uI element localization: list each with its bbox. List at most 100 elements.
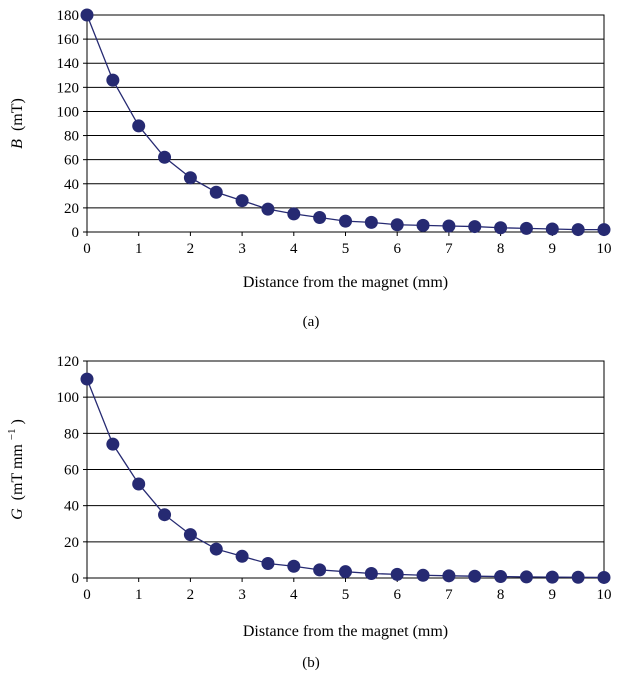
chart-a-data-point	[571, 223, 585, 237]
chart-b-data-point	[287, 559, 301, 573]
chart-a-data-point	[106, 73, 120, 87]
chart-b-y-tick-label: 80	[64, 426, 79, 442]
chart-a: 0 20 40 60 80 100 120 140 160 180 0 1 2 3 4 5 6 7 8 9 10 Di…	[9, 8, 612, 330]
chart-b-y-tick-label: 120	[57, 354, 80, 370]
chart-a-data-point	[390, 218, 404, 232]
chart-a-x-tick-label: 4	[290, 241, 298, 257]
chart-b-x-tick-label: 9	[549, 587, 557, 603]
chart-b-data-point	[597, 570, 611, 584]
chart-a-data-point	[597, 223, 611, 237]
chart-b-series-line	[86, 378, 605, 579]
chart-b-x-tick-label: 10	[597, 587, 612, 603]
chart-b-x-tick-label: 4	[290, 587, 298, 603]
chart-a-data-point	[442, 219, 456, 233]
chart-b-y-axis-units: (mT mm	[9, 444, 26, 501]
chart-a-y-tick-label: 60	[64, 153, 79, 169]
chart-b-x-axis-title: Distance from the magnet (mm)	[243, 623, 448, 640]
chart-a-y-tick-label: 100	[57, 104, 80, 120]
chart-a-data-point	[313, 211, 327, 225]
chart-a-y-tick-label: 20	[64, 201, 79, 217]
chart-b-y-tick-labels: 0 20 40 60 80 100 120	[57, 354, 87, 587]
chart-a-series-line	[86, 14, 604, 231]
chart-a-grid	[87, 14, 604, 233]
chart-a-x-tick-label: 10	[597, 241, 612, 257]
chart-b-y-axis-units-close: )	[9, 419, 26, 424]
chart-b: 0 20 40 60 80 100 120 0 1 2 3 4 5 6 7 8 9 10 Distance fr…	[2, 354, 612, 671]
chart-a-data-point	[287, 207, 301, 221]
chart-a-data-point	[80, 8, 94, 22]
chart-b-x-tick-label: 8	[497, 587, 505, 603]
chart-a-x-tick-label: 7	[445, 241, 453, 257]
chart-b-x-tick-label: 0	[83, 587, 91, 603]
chart-b-data-point	[132, 477, 146, 491]
chart-a-y-axis-units: (mT)	[9, 98, 26, 131]
chart-b-data-point	[571, 570, 585, 584]
chart-b-data-point	[261, 557, 275, 571]
chart-a-y-tick-label: 140	[57, 56, 80, 72]
chart-b-data-point	[158, 508, 172, 522]
chart-a-y-tick-label: 180	[57, 8, 80, 24]
chart-a-x-tick-label: 8	[497, 241, 505, 257]
chart-a-caption: (a)	[303, 314, 320, 330]
chart-b-y-tick-label: 100	[57, 390, 80, 406]
chart-b-x-tick-labels: 0 1 2 3 4 5 6 7 8 9 10	[83, 578, 612, 603]
chart-b-x-tick-label: 2	[187, 587, 195, 603]
chart-b-y-tick-label: 0	[72, 571, 80, 587]
chart-b-y-tick-label: 40	[64, 499, 79, 515]
chart-b-data-point	[339, 565, 352, 579]
chart-b-data-point	[313, 563, 327, 577]
chart-a-data-point	[261, 202, 275, 216]
chart-a-y-tick-label: 0	[72, 225, 80, 241]
chart-a-data-point	[545, 222, 559, 236]
chart-a-y-tick-label: 120	[57, 80, 80, 96]
chart-b-data-point	[106, 437, 120, 451]
chart-b-y-tick-label: 20	[64, 535, 79, 551]
chart-a-x-tick-label: 3	[238, 241, 246, 257]
chart-b-y-tick-label: 60	[64, 463, 79, 479]
chart-b-x-tick-label: 7	[445, 587, 453, 603]
chart-a-data-point	[468, 220, 482, 234]
chart-b-data-point	[468, 569, 482, 583]
chart-b-data-point	[519, 570, 533, 584]
chart-a-x-tick-label: 0	[83, 241, 91, 257]
chart-b-data-point	[545, 570, 559, 584]
chart-b-data-point	[183, 528, 197, 542]
chart-a-data-point	[158, 150, 172, 164]
chart-b-data-points	[80, 372, 611, 584]
chart-b-y-axis-units-exponent: −1	[6, 428, 18, 440]
chart-b-grid	[87, 360, 604, 579]
chart-b-data-point	[390, 567, 404, 581]
chart-b-data-point	[364, 566, 378, 580]
chart-a-data-point	[494, 221, 508, 235]
chart-a-data-point	[339, 214, 352, 228]
chart-a-x-tick-label: 9	[549, 241, 557, 257]
chart-a-data-point	[209, 185, 223, 199]
chart-b-x-tick-label: 3	[238, 587, 246, 603]
chart-a-data-point	[183, 171, 197, 185]
chart-a-data-point	[364, 215, 378, 229]
chart-a-data-point	[132, 119, 146, 133]
chart-a-plot-frame	[86, 14, 605, 233]
chart-a-x-tick-label: 2	[187, 241, 195, 257]
chart-a-x-axis-title: Distance from the magnet (mm)	[243, 274, 448, 291]
chart-a-y-axis-title: B (mT)	[9, 98, 26, 149]
chart-a-data-points	[80, 8, 611, 237]
chart-b-caption: (b)	[302, 655, 320, 671]
chart-a-data-point	[235, 194, 249, 208]
chart-a-y-tick-label: 80	[64, 129, 79, 145]
chart-a-y-axis-symbol: B	[9, 139, 26, 149]
chart-b-data-point	[209, 542, 223, 556]
chart-b-x-tick-label: 6	[393, 587, 401, 603]
chart-a-data-point	[519, 221, 533, 235]
chart-b-data-point	[80, 372, 94, 386]
chart-a-x-tick-label: 6	[393, 241, 401, 257]
chart-b-data-point	[235, 549, 249, 563]
chart-b-x-tick-label: 1	[135, 587, 143, 603]
chart-b-y-axis-symbol: G	[9, 508, 26, 520]
chart-b-data-point	[442, 569, 456, 583]
chart-b-data-point	[494, 570, 508, 584]
chart-a-y-tick-label: 40	[64, 177, 79, 193]
chart-b-y-axis-title: G (mT mm −1 )	[2, 419, 26, 520]
chart-a-data-point	[416, 218, 430, 232]
